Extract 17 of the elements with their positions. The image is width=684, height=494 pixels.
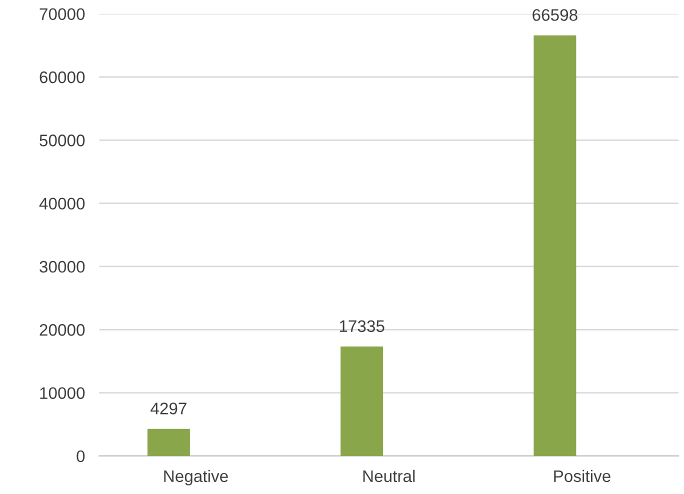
y-tick-label: 50000: [40, 134, 85, 146]
x-tick-label: Positive: [554, 470, 610, 482]
bar: [340, 346, 384, 456]
data-label: 4297: [150, 402, 186, 414]
y-tick-label: 0: [76, 450, 85, 462]
y-tick-label: 20000: [40, 324, 85, 336]
y-tick-label: 70000: [40, 8, 85, 20]
y-tick-label: 30000: [40, 260, 85, 273]
y-tick-label: 10000: [40, 387, 85, 400]
x-tick-label: Negative: [164, 470, 228, 486]
y-tick-label: 40000: [39, 198, 85, 210]
data-label: 17335: [340, 320, 384, 332]
bar: [147, 428, 190, 456]
data-label: 66598: [532, 9, 578, 21]
y-tick-label: 60000: [40, 71, 85, 84]
bar: [534, 35, 576, 456]
x-tick-label: Neutral: [363, 470, 415, 482]
